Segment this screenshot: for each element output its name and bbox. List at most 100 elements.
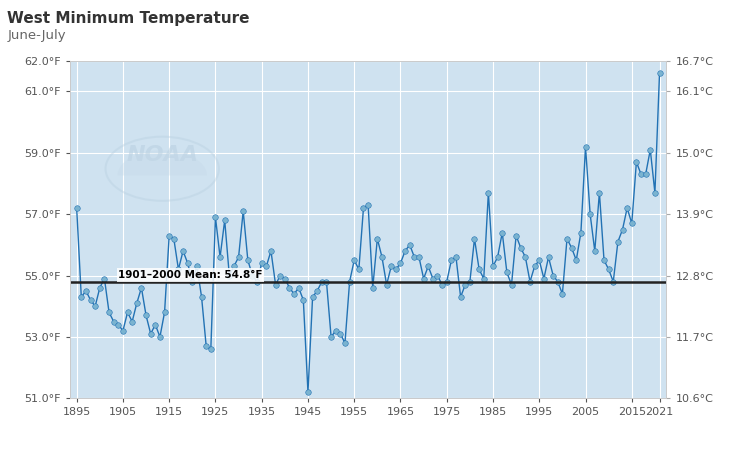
Point xyxy=(492,253,504,261)
Point xyxy=(210,214,222,221)
Point xyxy=(395,260,407,267)
Point xyxy=(214,253,226,261)
Point xyxy=(446,256,457,264)
Point xyxy=(575,229,586,236)
Point xyxy=(432,272,443,279)
Point xyxy=(321,278,333,285)
Point xyxy=(515,244,526,252)
Point xyxy=(90,302,101,310)
Point xyxy=(145,330,156,338)
Point xyxy=(654,69,666,76)
Point xyxy=(70,204,82,212)
Point xyxy=(302,388,314,396)
Point xyxy=(621,204,633,212)
Point xyxy=(288,290,300,297)
Point xyxy=(186,278,198,285)
Point xyxy=(247,272,258,279)
Point xyxy=(468,235,480,242)
Point xyxy=(441,278,453,285)
Point xyxy=(548,272,559,279)
Point xyxy=(177,248,189,255)
Point xyxy=(561,235,573,242)
Point xyxy=(251,278,263,285)
Point xyxy=(367,284,379,292)
Point xyxy=(172,266,184,273)
Point xyxy=(524,278,536,285)
Text: 1901–2000 Mean: 54.8°F: 1901–2000 Mean: 54.8°F xyxy=(118,270,263,280)
Point xyxy=(136,284,148,292)
Point xyxy=(103,309,115,316)
Point xyxy=(556,290,568,297)
Point xyxy=(589,248,600,255)
Point xyxy=(584,211,596,218)
Point xyxy=(528,263,540,270)
Point xyxy=(534,256,545,264)
Point xyxy=(154,333,166,341)
Point xyxy=(76,293,87,301)
Point xyxy=(84,297,96,304)
Point xyxy=(436,281,448,288)
Text: West Minimum Temperature: West Minimum Temperature xyxy=(7,11,250,26)
Point xyxy=(566,244,578,252)
Point xyxy=(98,275,110,282)
Point xyxy=(538,275,550,282)
Point xyxy=(297,297,309,304)
Point xyxy=(191,263,203,270)
Point xyxy=(256,260,268,267)
Point xyxy=(570,256,582,264)
Point xyxy=(644,146,656,153)
Point xyxy=(459,281,471,288)
Point xyxy=(242,256,254,264)
Point xyxy=(552,278,564,285)
Point xyxy=(631,158,642,166)
Point xyxy=(196,293,208,301)
Point xyxy=(330,327,341,334)
Point xyxy=(325,333,337,341)
Point xyxy=(265,248,277,255)
Point xyxy=(418,275,429,282)
Point xyxy=(200,342,212,350)
Point xyxy=(506,281,517,288)
Point xyxy=(131,300,142,307)
Point xyxy=(482,189,494,196)
Point xyxy=(455,293,467,301)
Point xyxy=(344,278,355,285)
Point xyxy=(283,284,295,292)
Point xyxy=(237,207,249,215)
Point xyxy=(422,263,434,270)
Point xyxy=(626,220,638,227)
Point xyxy=(279,275,291,282)
Point xyxy=(520,253,531,261)
Point xyxy=(399,248,411,255)
Point xyxy=(542,253,554,261)
Wedge shape xyxy=(117,150,207,176)
Point xyxy=(649,189,661,196)
Point xyxy=(385,263,397,270)
Point xyxy=(261,263,272,270)
Point xyxy=(478,275,490,282)
Point xyxy=(150,321,161,328)
Point xyxy=(349,256,360,264)
Point xyxy=(413,253,425,261)
Point xyxy=(409,253,421,261)
Point xyxy=(612,238,624,245)
Point xyxy=(635,171,647,178)
Point xyxy=(233,253,244,261)
Point xyxy=(464,278,476,285)
Point xyxy=(339,339,351,346)
Point xyxy=(159,309,170,316)
Text: NOAA: NOAA xyxy=(126,145,198,165)
Point xyxy=(487,263,499,270)
Point xyxy=(501,269,513,276)
Point xyxy=(223,272,235,279)
Point xyxy=(108,318,120,325)
Point xyxy=(450,253,462,261)
Point xyxy=(580,143,592,150)
Point xyxy=(376,253,388,261)
Point xyxy=(293,284,305,292)
Point xyxy=(510,232,522,239)
Point xyxy=(269,281,281,288)
Point xyxy=(427,275,439,282)
Point xyxy=(608,278,619,285)
Point xyxy=(275,272,286,279)
